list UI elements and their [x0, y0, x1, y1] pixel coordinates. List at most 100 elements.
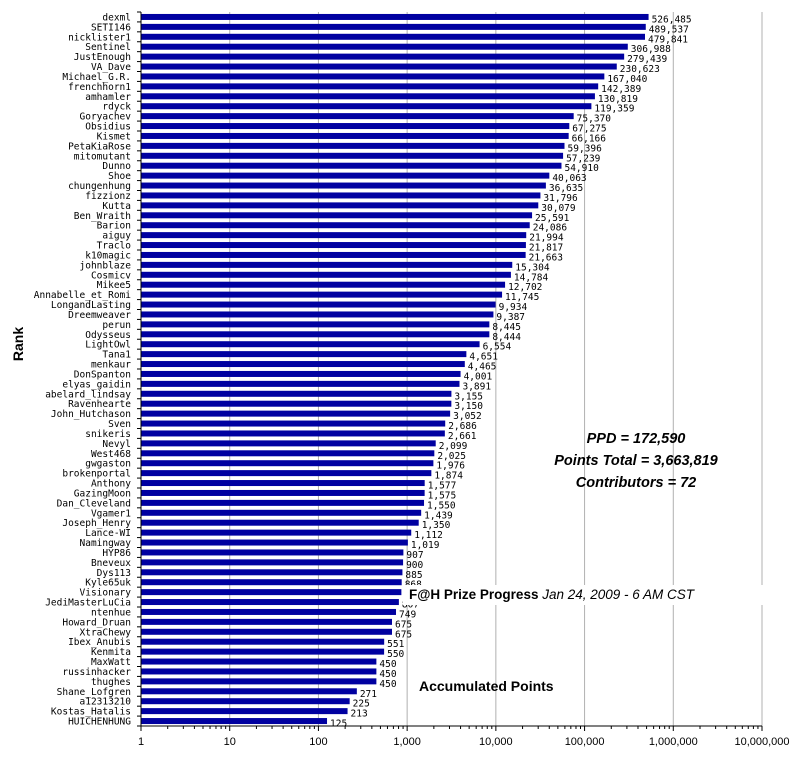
- bar: [141, 400, 452, 407]
- value-label: 9,934: [499, 302, 528, 313]
- category-label: Howard_Druan: [62, 617, 131, 628]
- category-label: VA_Dave: [91, 62, 131, 73]
- category-label: XtraChewy: [80, 627, 132, 638]
- x-tick-labels: 1 10 100 1,000 10,000 100,000 1,000,000 10,000,…: [138, 736, 790, 748]
- category-label: Kyle65uk: [85, 578, 131, 589]
- bar: [141, 698, 350, 705]
- category-label: Dys113: [97, 568, 131, 579]
- value-label: 9,387: [496, 312, 525, 323]
- chart-gridlines: [229, 12, 763, 726]
- category-label: frenchhorn1: [68, 82, 131, 93]
- bar: [141, 470, 432, 477]
- value-label: 75,370: [577, 114, 612, 125]
- value-label: 57,239: [566, 153, 601, 164]
- category-label: k10magic: [85, 250, 131, 261]
- value-label: 907: [406, 550, 423, 561]
- value-label: 8,445: [492, 322, 521, 333]
- value-label: 306,988: [631, 44, 671, 55]
- bar: [141, 440, 436, 447]
- bar: [141, 678, 377, 685]
- bar: [141, 63, 617, 70]
- bar: [141, 361, 465, 368]
- category-label: PetaKiaRose: [68, 141, 131, 152]
- value-label: 4,001: [464, 371, 493, 382]
- category-label: Mikee5: [97, 280, 131, 291]
- value-label: 1,350: [422, 520, 451, 531]
- category-label: snikeris: [85, 429, 131, 440]
- bar: [141, 182, 546, 189]
- bar: [141, 579, 402, 586]
- category-label: russinhacker: [62, 667, 131, 678]
- category-label: SETI146: [91, 22, 131, 33]
- bar: [141, 688, 357, 695]
- x-tick-label: 10,000,000: [734, 736, 789, 748]
- category-label: Shoe: [108, 171, 131, 182]
- bar: [141, 668, 377, 675]
- category-label: JustEnough: [74, 52, 131, 63]
- category-label: abelard_lindsay: [45, 389, 131, 400]
- category-label: West468: [91, 449, 131, 460]
- category-label: Tana1: [102, 350, 131, 361]
- bar: [141, 529, 412, 536]
- category-label: Lance-WI: [85, 528, 131, 539]
- x-tick-label: 1,000,000: [649, 736, 698, 748]
- category-label: Kenmita: [91, 647, 131, 658]
- category-label: GazingMoon: [74, 488, 131, 499]
- category-label: johnblaze: [80, 260, 132, 271]
- bar: [141, 172, 550, 179]
- value-label: 1,575: [428, 490, 457, 501]
- bar: [141, 23, 646, 30]
- x-tick-label: 1: [138, 736, 144, 748]
- category-label: thughes: [91, 677, 131, 688]
- value-label: 1,874: [434, 471, 463, 482]
- value-label: 66,166: [572, 133, 607, 144]
- category-label: Dunno: [102, 161, 131, 172]
- bar: [141, 93, 595, 100]
- category-label: nicklister1: [68, 32, 131, 43]
- value-label: 36,635: [549, 183, 583, 194]
- value-label: 230,623: [620, 64, 660, 75]
- bar: [141, 341, 480, 348]
- bar: [141, 83, 599, 90]
- category-label: Michael_G.R.: [62, 72, 131, 83]
- value-label: 675: [395, 619, 412, 630]
- bar: [141, 390, 452, 397]
- category-label: Kismet: [97, 131, 131, 142]
- bar: [141, 420, 446, 427]
- bar: [141, 519, 419, 526]
- bar: [141, 202, 539, 209]
- value-label: 142,389: [601, 84, 641, 95]
- category-label: rdyck: [102, 102, 131, 113]
- bar: [141, 351, 467, 358]
- value-label: 59,396: [568, 143, 603, 154]
- bar: [141, 410, 451, 417]
- bar: [141, 430, 445, 437]
- bar: [141, 618, 392, 625]
- bar: [141, 212, 533, 219]
- bar: [141, 708, 348, 715]
- value-label: 1,112: [414, 530, 443, 541]
- bar: [141, 53, 625, 60]
- value-label: 119,359: [594, 104, 634, 115]
- value-label: 807: [402, 600, 419, 611]
- value-label: 489,537: [649, 24, 689, 35]
- x-axis-label: Accumulated Points: [419, 678, 554, 694]
- x-tick-label: 100,000: [565, 736, 605, 748]
- value-label: 3,052: [453, 411, 482, 422]
- value-labels: 526,485489,537479,841306,988279,439230,6…: [330, 14, 692, 729]
- value-label: 21,994: [529, 233, 564, 244]
- category-label: HUICHENHUNG: [68, 717, 131, 728]
- category-label: perun: [102, 320, 131, 331]
- value-label: 3,150: [454, 401, 483, 412]
- category-label: Kostas_Hatalis: [51, 707, 131, 718]
- bar: [141, 638, 385, 645]
- category-label: Shane_Lofgren: [57, 687, 131, 698]
- bar: [141, 648, 385, 655]
- bar: [141, 658, 377, 665]
- bar: [141, 13, 649, 20]
- category-label: Cosmicv: [91, 270, 131, 281]
- value-label: 31,796: [543, 193, 578, 204]
- x-tick-label: 10: [224, 736, 236, 748]
- value-label: 551: [387, 639, 404, 650]
- value-label: 14,784: [514, 272, 549, 283]
